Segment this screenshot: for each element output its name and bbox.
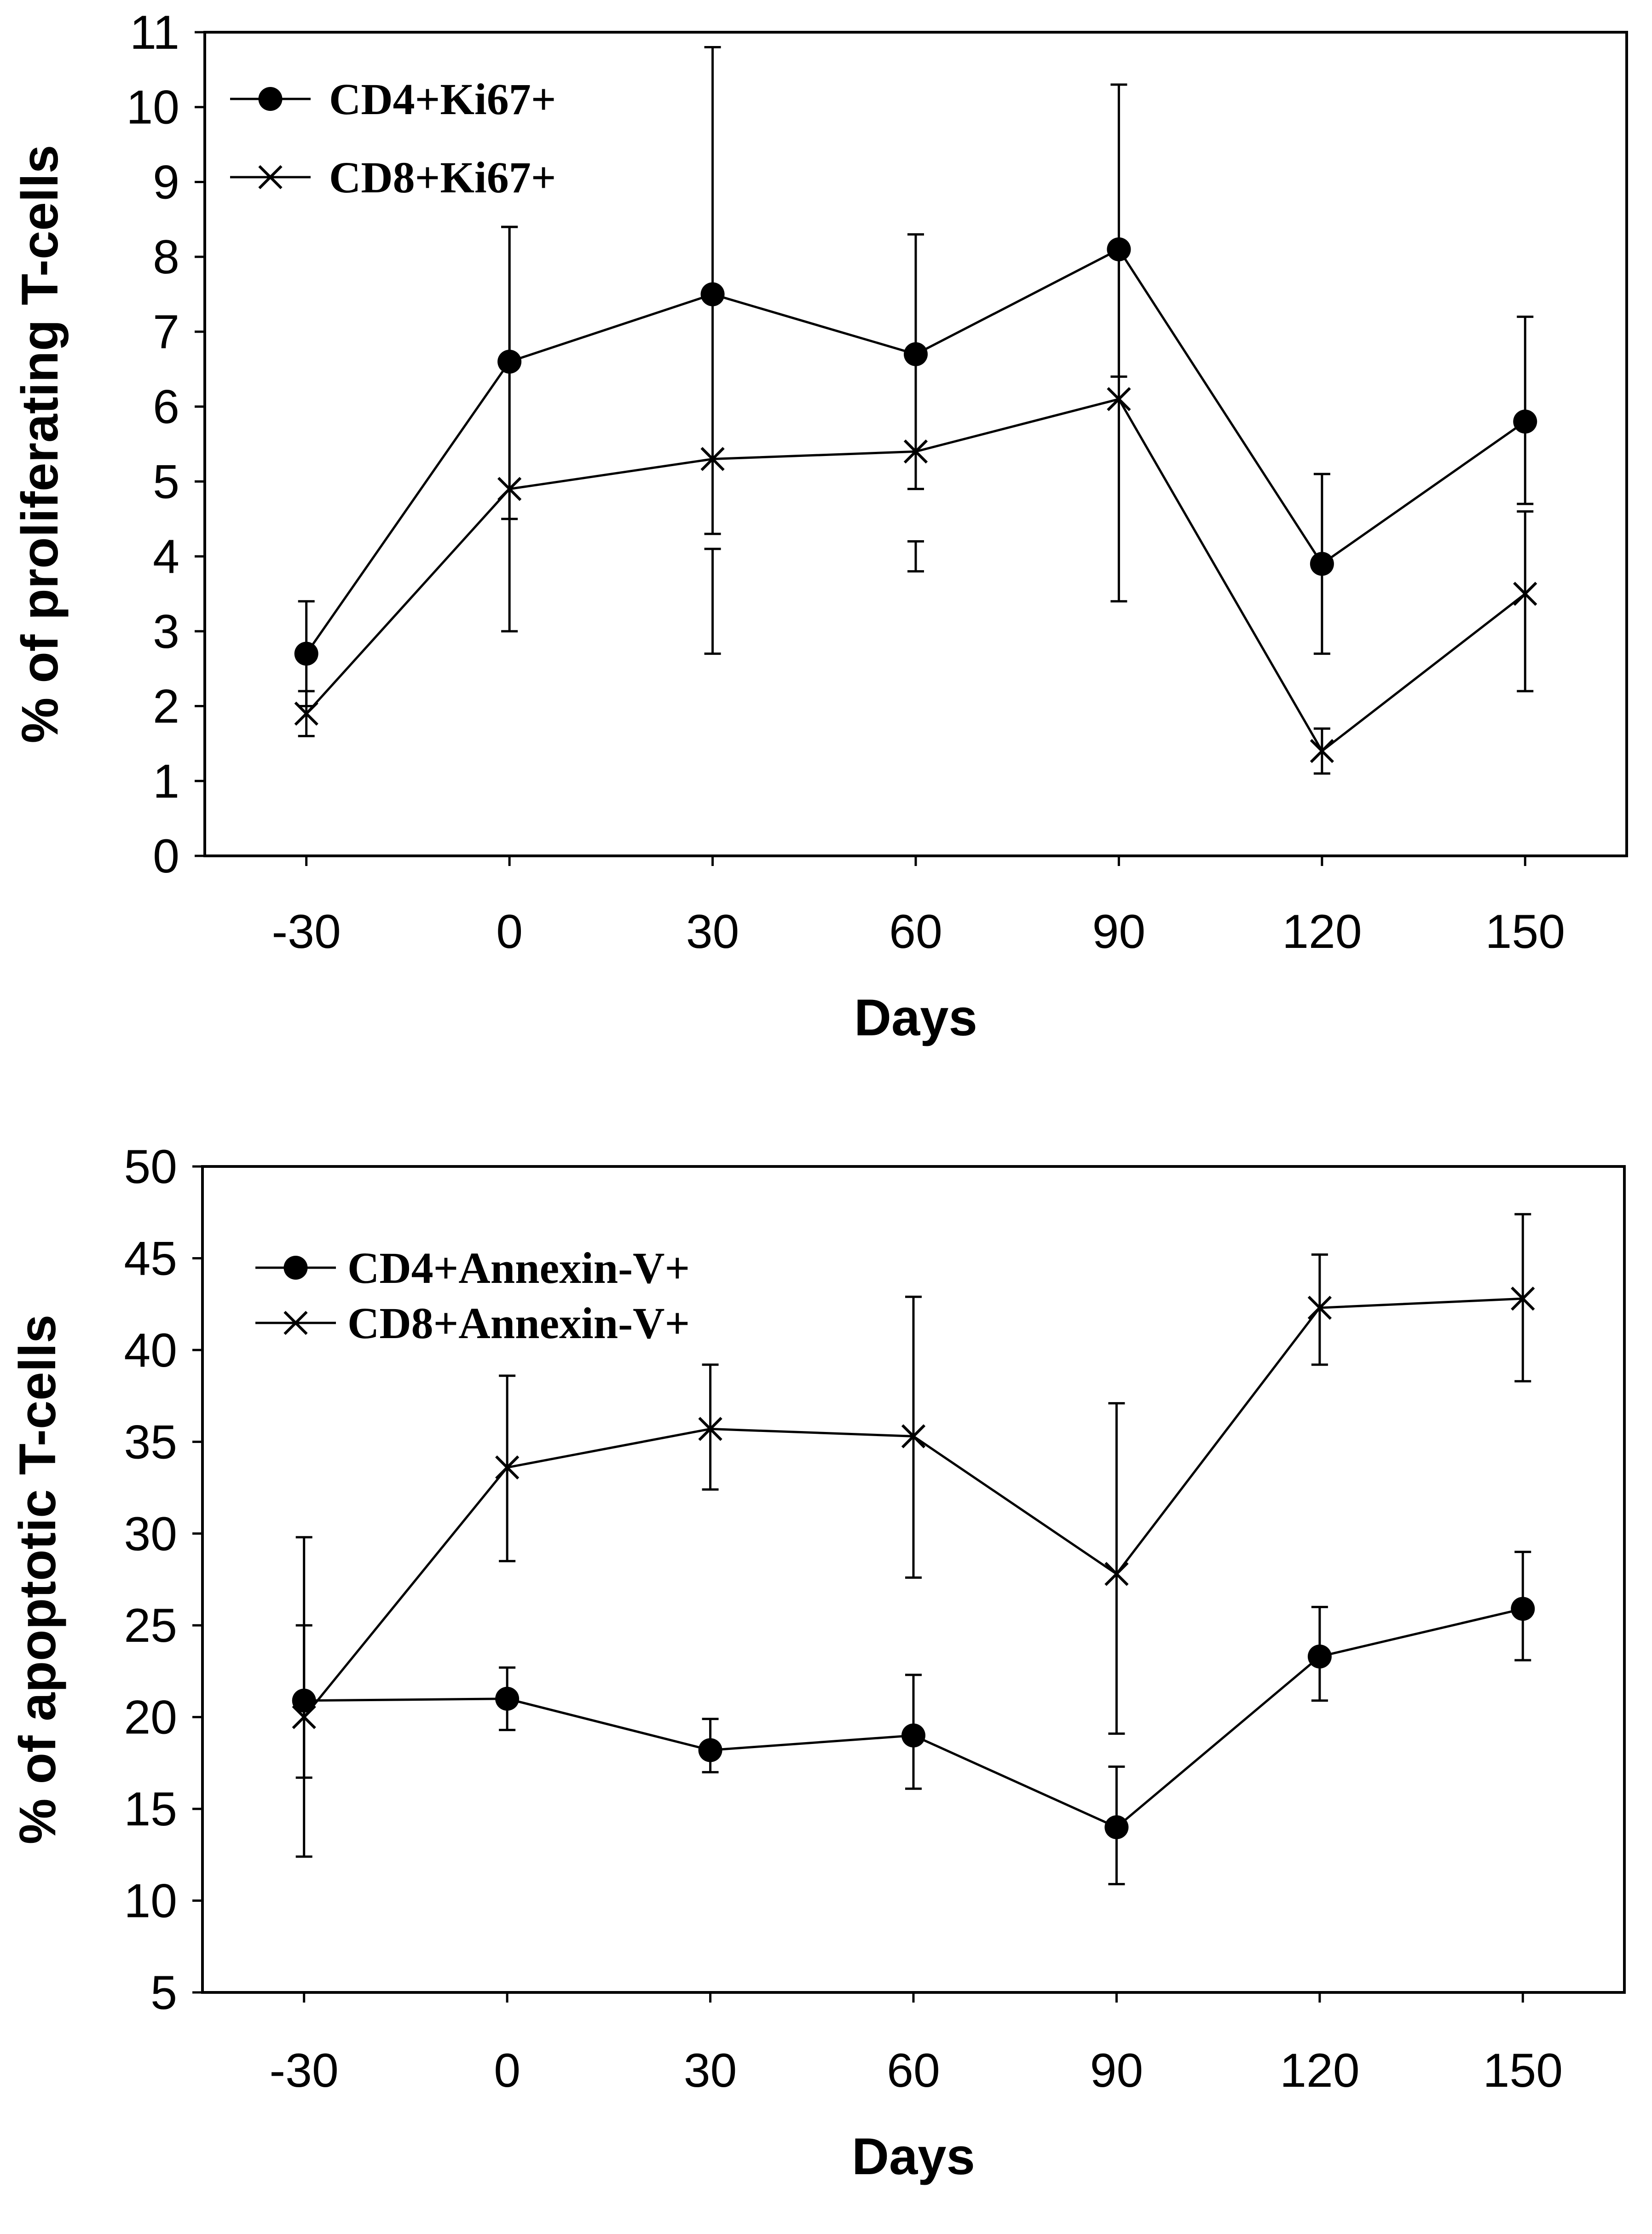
y-tick-label: 15 xyxy=(124,1783,177,1836)
y-tick-label: 20 xyxy=(124,1691,177,1744)
x-tick-label: 0 xyxy=(496,905,523,958)
x-tick-label: 60 xyxy=(887,2044,940,2097)
x-tick-label: 150 xyxy=(1483,2044,1563,2097)
legend-label: CD4+Ki67+ xyxy=(329,75,556,124)
legend-entry: CD4+Ki67+ xyxy=(230,75,556,124)
y-tick-label: 50 xyxy=(124,1140,177,1194)
y-tick-label: 3 xyxy=(153,605,179,658)
x-tick-label: 120 xyxy=(1280,2044,1360,2097)
y-tick-label: 35 xyxy=(124,1415,177,1469)
legend-marker xyxy=(258,87,283,111)
y-tick-label: 10 xyxy=(126,81,179,134)
series-CD8+Ki67+ xyxy=(294,225,1537,775)
y-tick-label: 8 xyxy=(153,231,179,284)
y-tick-label: 1 xyxy=(153,755,179,808)
error-bar xyxy=(907,540,924,573)
data-point xyxy=(1513,582,1537,606)
legend-label: CD8+Ki67+ xyxy=(329,153,556,202)
y-tick-label: 45 xyxy=(124,1232,177,1285)
data-point xyxy=(901,1723,925,1748)
error-bar xyxy=(1108,1402,1125,1735)
y-tick-label: 6 xyxy=(153,381,179,434)
x-axis-title: Days xyxy=(854,989,977,1046)
data-point xyxy=(1511,1287,1535,1311)
y-tick-label: 25 xyxy=(124,1599,177,1652)
data-point xyxy=(700,282,725,306)
y-tick-label: 4 xyxy=(153,530,179,583)
data-point xyxy=(1307,1645,1332,1669)
error-bar xyxy=(1110,241,1127,603)
data-point xyxy=(497,477,522,501)
data-point xyxy=(903,439,928,464)
x-tick-label: 150 xyxy=(1485,905,1565,958)
data-point xyxy=(700,447,725,471)
data-point xyxy=(698,1417,722,1441)
proliferation-chart: 0 1 2 3 4 5 6 7 8 9 10 11 -30 0 30 60 90 120 150 Days % of p… xyxy=(11,6,1628,1046)
x-axis-title: Days xyxy=(852,2128,975,2185)
y-tick-label: 9 xyxy=(153,156,179,209)
data-point xyxy=(495,1686,520,1711)
error-bar xyxy=(1517,510,1534,693)
data-point xyxy=(901,1424,926,1449)
y-tick-label: 5 xyxy=(150,1966,177,2020)
series-CD8+Annexin-V+ xyxy=(292,1213,1535,1858)
x-tick-label: 30 xyxy=(684,2044,737,2097)
data-point xyxy=(495,1455,520,1480)
data-point xyxy=(294,641,318,666)
legend-entry: CD4+Annexin-V+ xyxy=(255,1243,690,1293)
data-point xyxy=(294,701,318,726)
data-point xyxy=(1310,552,1334,576)
apoptosis-chart: 5 10 15 20 25 30 35 40 45 50 -30 0 30 60 90 120 150 Days%… xyxy=(9,1140,1626,2185)
legend: CD4+Annexin-V+ CD8+Annexin-V+ xyxy=(255,1243,690,1348)
y-tick-label: 40 xyxy=(124,1324,177,1377)
x-tick-label: 30 xyxy=(686,905,739,958)
x-tick-label: 60 xyxy=(889,905,942,958)
legend-label: CD8+Annexin-V+ xyxy=(347,1299,690,1348)
legend-marker xyxy=(258,165,283,190)
legend-marker xyxy=(283,1310,308,1335)
legend-marker xyxy=(283,1256,308,1280)
x-tick-label: -30 xyxy=(270,2044,339,2097)
data-point xyxy=(1104,1815,1129,1839)
data-point xyxy=(904,342,928,366)
series-CD4+Annexin-V+ xyxy=(292,1551,1535,1886)
error-bar xyxy=(704,548,721,655)
x-tick-label: 120 xyxy=(1282,905,1362,958)
y-axis-title: % of proliferating T-cells xyxy=(11,145,69,744)
data-point xyxy=(1511,1597,1535,1621)
x-tick-label: 90 xyxy=(1090,2044,1144,2097)
y-axis-title: % of apoptotic T-cells xyxy=(9,1315,66,1844)
legend-entry: CD8+Annexin-V+ xyxy=(255,1299,690,1348)
data-point xyxy=(1307,1296,1332,1320)
error-bar xyxy=(295,1536,312,1858)
legend: CD4+Ki67+ CD8+Ki67+ xyxy=(230,75,556,202)
series-CD4+Ki67+ xyxy=(294,46,1537,708)
y-tick-label: 30 xyxy=(124,1507,177,1561)
y-tick-label: 10 xyxy=(124,1875,177,1928)
y-tick-label: 7 xyxy=(153,306,179,359)
error-bar xyxy=(501,225,518,633)
data-point xyxy=(1310,739,1334,763)
x-tick-label: 90 xyxy=(1092,905,1146,958)
x-tick-label: -30 xyxy=(272,905,341,958)
x-tick-label: 0 xyxy=(494,2044,520,2097)
data-point xyxy=(292,1705,316,1729)
data-point xyxy=(698,1738,722,1762)
y-tick-label: 11 xyxy=(130,6,179,59)
legend-label: CD4+Annexin-V+ xyxy=(347,1243,690,1293)
data-point xyxy=(1107,387,1131,411)
data-point xyxy=(1104,1562,1129,1586)
data-point xyxy=(1513,410,1537,434)
legend-entry: CD8+Ki67+ xyxy=(230,153,556,202)
y-tick-label: 5 xyxy=(153,455,179,508)
y-tick-label: 0 xyxy=(153,830,179,883)
y-tick-label: 2 xyxy=(153,680,179,733)
